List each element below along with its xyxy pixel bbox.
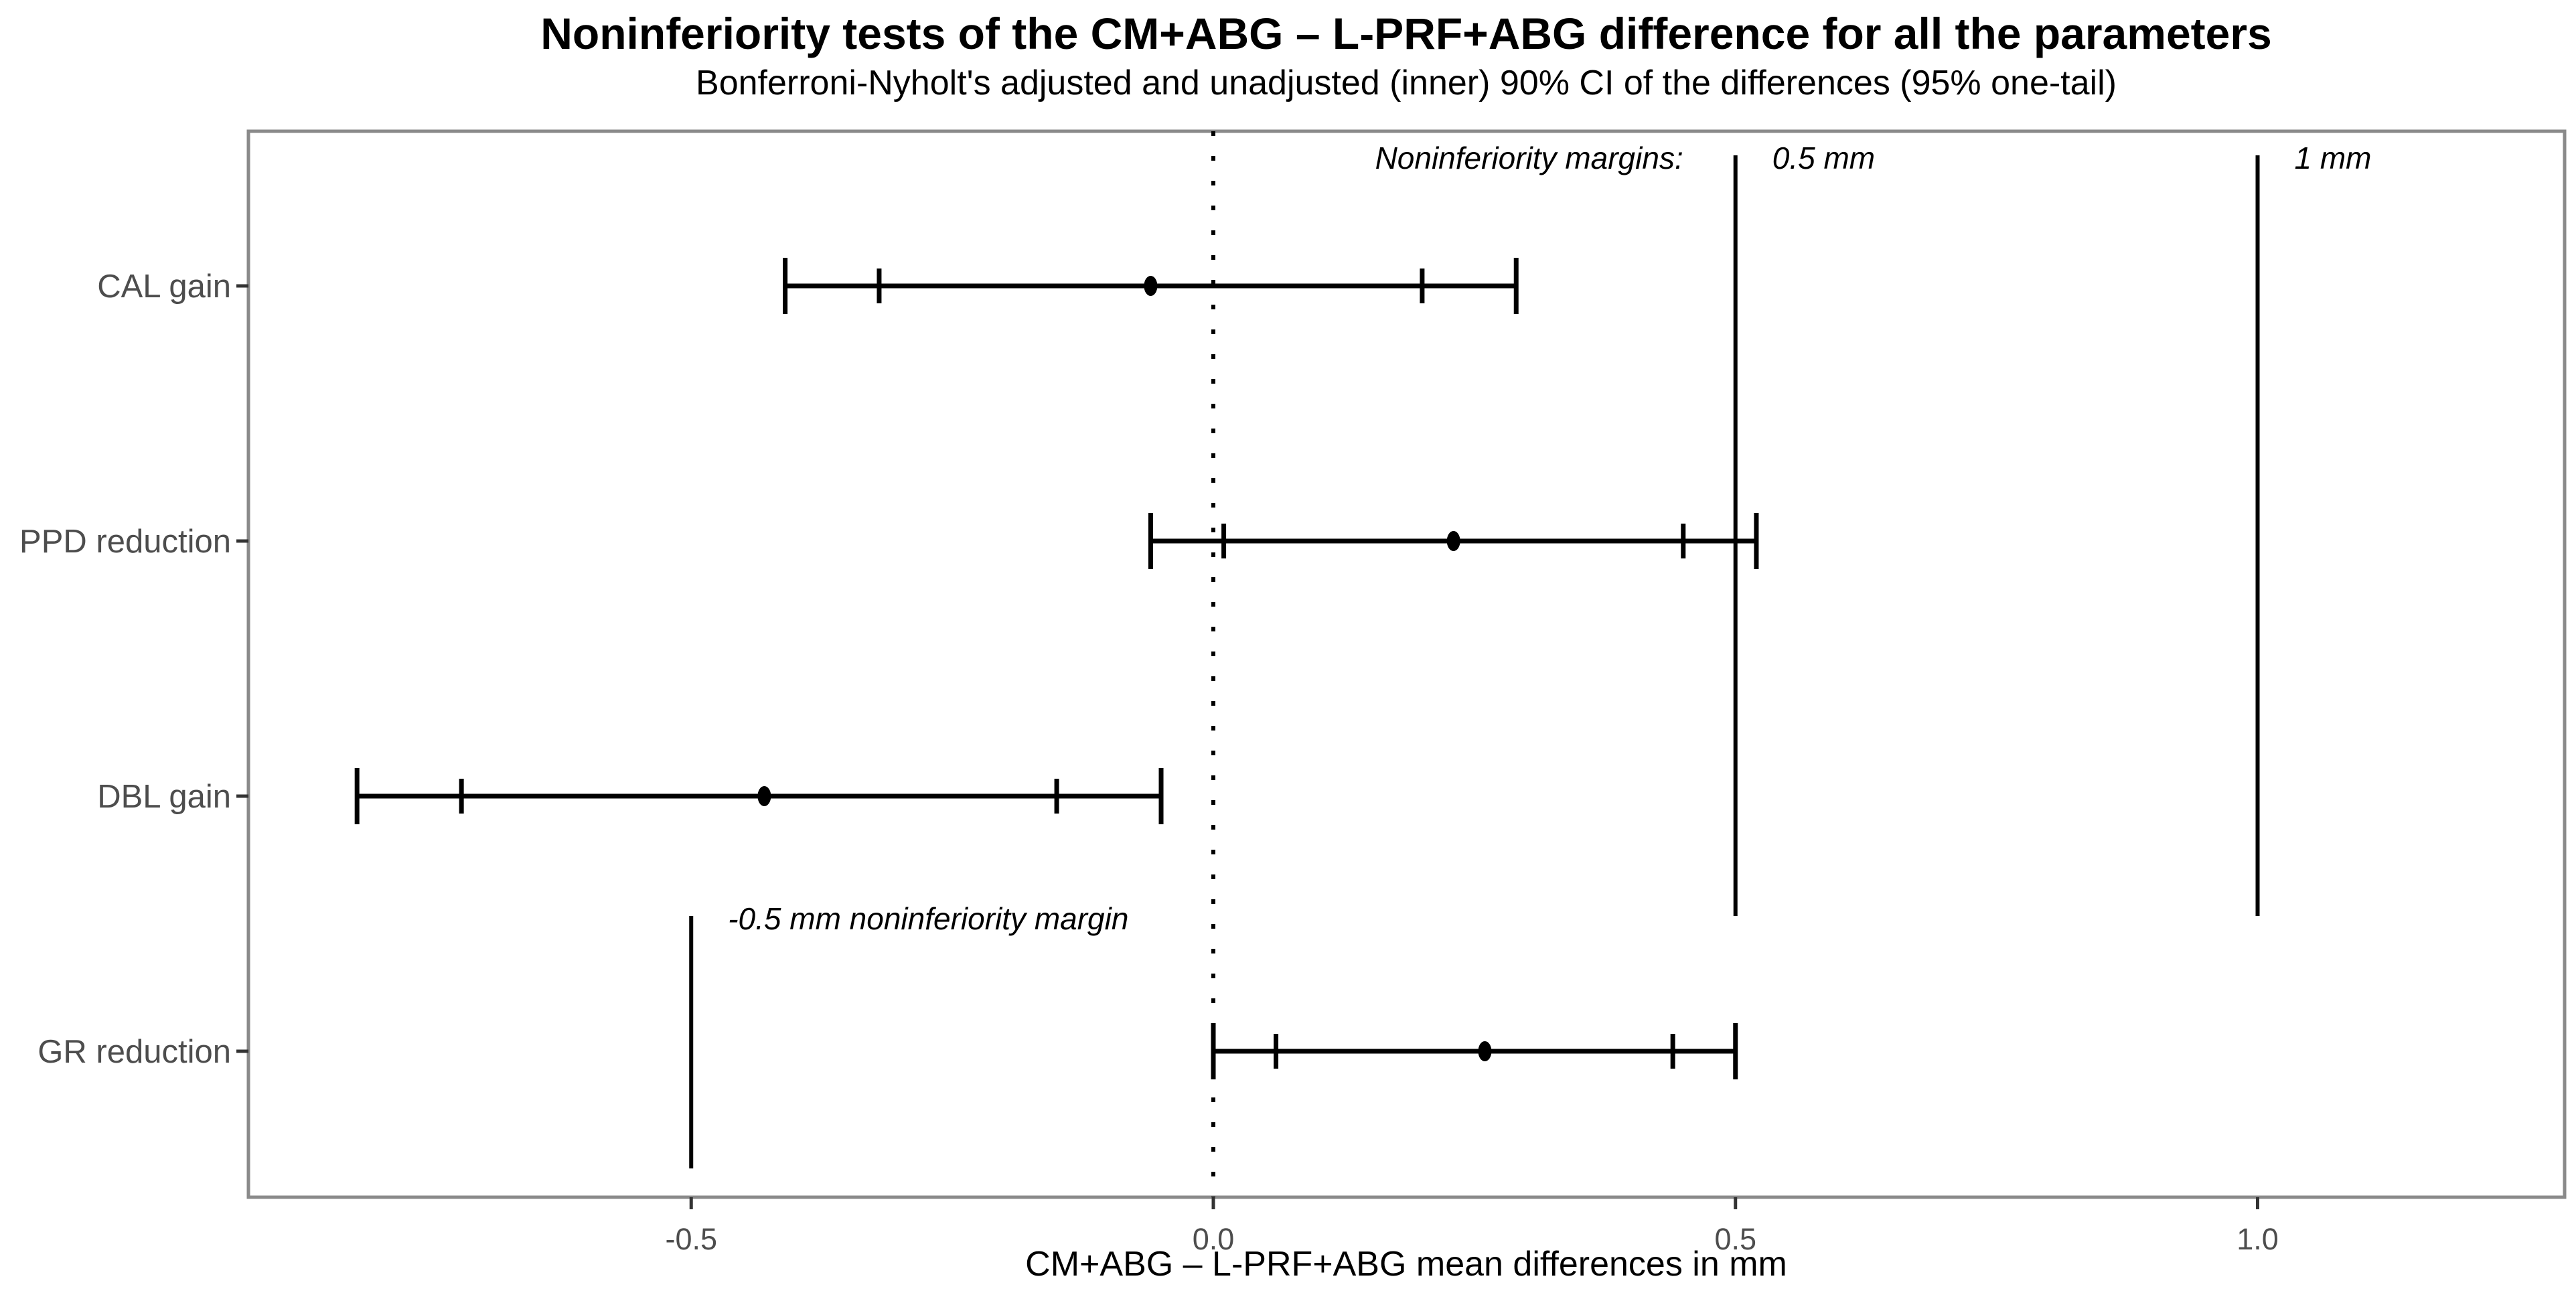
mean-point (1446, 531, 1460, 551)
y-axis-label-PPD-reduction: PPD reduction (19, 524, 231, 560)
margins-caption: Noninferiority margins: (1375, 141, 1683, 175)
x-axis-title: CM+ABG – L-PRF+ABG mean differences in m… (1025, 1245, 1787, 1284)
mean-point (1478, 1041, 1492, 1061)
ci-row-GR-reduction (1211, 1023, 1738, 1079)
y-axis-label-DBL-gain: DBL gain (97, 779, 231, 815)
margin-line-label-1-mm: 1 mm (2295, 141, 2372, 175)
series-layer: 0.5 mm 1 mm -0.5 mm noninferiority margin N… (19, 131, 2372, 1256)
chart-title: Noninferiority tests of the CM+ABG – L-P… (540, 9, 2272, 58)
margin-line-label--0.5-mm-noninferiority-margin: -0.5 mm noninferiority margin (728, 901, 1128, 936)
panel-border (246, 129, 2567, 1199)
chart-subtitle: Bonferroni-Nyholt's adjusted and unadjus… (696, 64, 2117, 102)
ci-row-CAL-gain (783, 258, 1519, 314)
x-tick-label: -0.5 (665, 1222, 717, 1256)
ci-row-DBL-gain (354, 768, 1164, 824)
y-axis-label-CAL-gain: CAL gain (97, 269, 231, 305)
x-tick-label: 0.5 (1714, 1222, 1756, 1256)
mean-point (757, 786, 771, 806)
mean-point (1144, 276, 1158, 296)
ci-row-PPD-reduction (1148, 513, 1759, 569)
x-tick-label: 1.0 (2237, 1222, 2279, 1256)
y-axis-label-GR-reduction: GR reduction (37, 1034, 231, 1070)
x-tick-label: 0.0 (1193, 1222, 1235, 1256)
margin-line-label-0.5-mm: 0.5 mm (1772, 141, 1875, 175)
